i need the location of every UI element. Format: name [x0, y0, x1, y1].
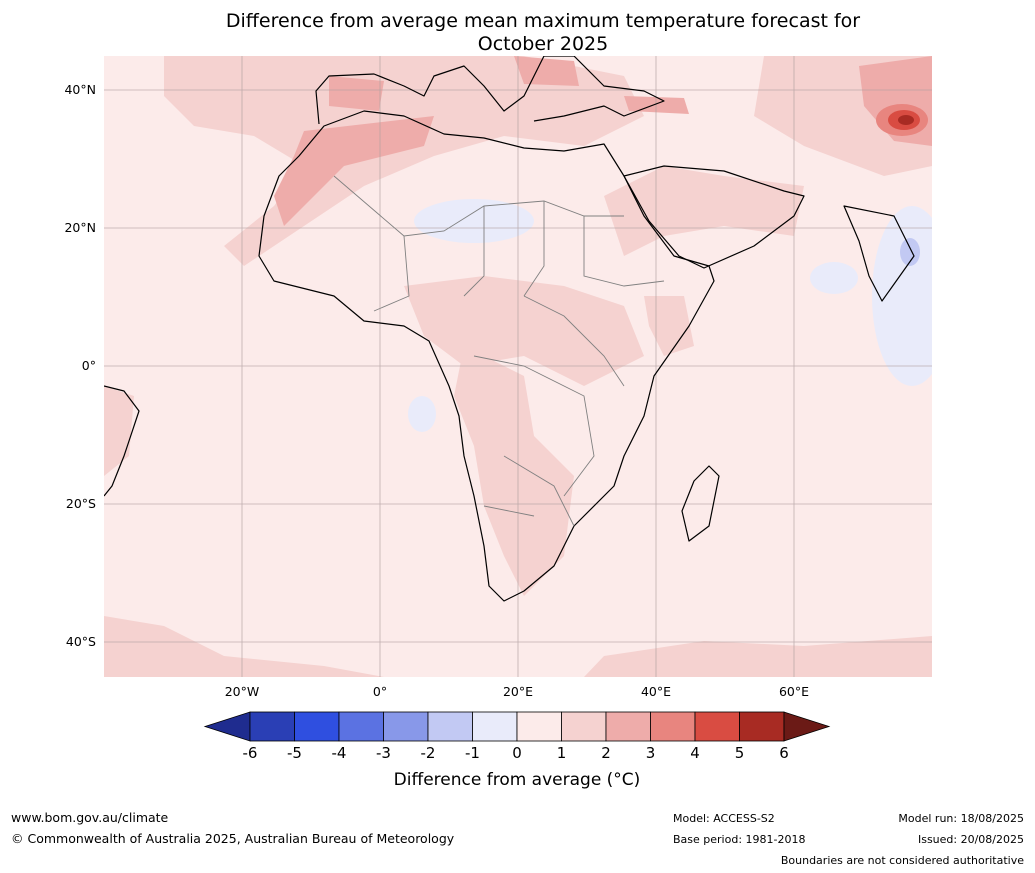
colorbar [203, 711, 831, 742]
colorbar-tick-label: 2 [601, 744, 611, 762]
colorbar-segment [516, 711, 562, 742]
colorbar-tick-label: 1 [556, 744, 567, 762]
colorbar-tick-label: -4 [331, 744, 347, 762]
lat-label-20n: 20°N [64, 220, 96, 235]
lon-label-20e: 20°E [502, 684, 534, 699]
colorbar-segment [694, 711, 740, 742]
model-text: Model: ACCESS-S2 [673, 812, 775, 825]
lon-label-0: 0° [372, 684, 388, 699]
colorbar-segment [561, 711, 607, 742]
colorbar-segment [605, 711, 651, 742]
colorbar-segment [249, 711, 295, 742]
colorbar-segment [739, 711, 785, 742]
lon-label-60e: 60°E [778, 684, 810, 699]
disclaimer-text: Boundaries are not considered authoritat… [780, 854, 1024, 867]
colorbar-segment [650, 711, 696, 742]
anomaly-minus-1-2-area [900, 238, 920, 266]
colorbar-tick-label: 4 [690, 744, 700, 762]
website-link[interactable]: www.bom.gov.au/climate [11, 810, 169, 825]
map-svg [104, 56, 932, 677]
colorbar-tick-label: -2 [420, 744, 436, 762]
lat-label-20s: 20°S [65, 496, 96, 511]
colorbar-tick-label: -6 [242, 744, 258, 762]
colorbar-label: Difference from average (°C) [393, 770, 641, 790]
lat-label-0: 0° [81, 358, 96, 373]
colorbar-tick-label: 6 [779, 744, 789, 762]
colorbar-tick-label: 3 [645, 744, 656, 762]
lon-label-40e: 40°E [640, 684, 672, 699]
colorbar-segment [427, 711, 473, 742]
forecast-map [104, 56, 932, 677]
gridlines [104, 56, 932, 677]
colorbar-segment [338, 711, 384, 742]
country-borders [333, 175, 665, 527]
colorbar-extend-high [783, 711, 831, 742]
colorbar-tick-label: -5 [287, 744, 302, 762]
colorbar-segment [294, 711, 340, 742]
anomaly-5-6-area [898, 115, 914, 125]
chart-title: Difference from average mean maximum tem… [104, 10, 982, 56]
lon-label-20w: 20°W [224, 684, 260, 699]
colorbar-tick-label: 0 [512, 744, 522, 762]
colorbar-tick-label: -3 [376, 744, 391, 762]
base-period-text: Base period: 1981-2018 [673, 833, 806, 846]
issued-text: Issued: 20/08/2025 [917, 833, 1024, 846]
lat-label-40n: 40°N [64, 82, 96, 97]
colorbar-segment [383, 711, 429, 742]
colorbar-tick-label: -1 [465, 744, 480, 762]
copyright-text: © Commonwealth of Australia 2025, Austra… [11, 831, 455, 846]
colorbar-tick-label: 5 [734, 744, 745, 762]
coastlines [104, 56, 915, 602]
lat-label-40s: 40°S [65, 634, 96, 649]
title-line-2: October 2025 [477, 33, 609, 55]
colorbar-segment [472, 711, 518, 742]
model-run-text: Model run: 18/08/2025 [898, 812, 1024, 825]
title-line-1: Difference from average mean maximum tem… [225, 10, 861, 32]
colorbar-extend-low [203, 711, 251, 742]
